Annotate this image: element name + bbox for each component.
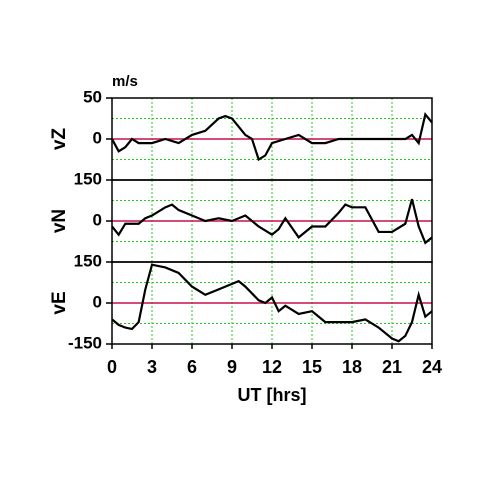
y-axis-label: vE [49, 291, 70, 314]
x-tick-label: 15 [302, 357, 322, 377]
x-axis-label: UT [hrs] [238, 385, 307, 405]
y-tick-label: 50 [83, 87, 102, 106]
y-tick-label: 0 [93, 292, 102, 311]
y-tick-label: -150 [68, 333, 102, 352]
y-tick-label: 0 [93, 210, 102, 229]
x-tick-label: 0 [107, 357, 117, 377]
data-line [111, 263, 433, 343]
data-line [111, 198, 433, 245]
x-tick-label: 12 [262, 357, 282, 377]
x-tick-label: 24 [422, 357, 442, 377]
x-tick-label: 6 [187, 357, 197, 377]
x-tick-label: 21 [382, 357, 402, 377]
y-tick-label: 0 [93, 128, 102, 147]
x-tick-label: 3 [147, 357, 157, 377]
x-tick-label: 9 [227, 357, 237, 377]
y-tick-label: 150 [74, 169, 102, 188]
y-tick-label: 150 [74, 251, 102, 270]
y-axis-label: vZ [49, 128, 70, 151]
x-tick-label: 18 [342, 357, 362, 377]
data-line [111, 111, 433, 162]
unit-label: m/s [112, 73, 138, 90]
y-axis-label: vN [49, 209, 70, 233]
